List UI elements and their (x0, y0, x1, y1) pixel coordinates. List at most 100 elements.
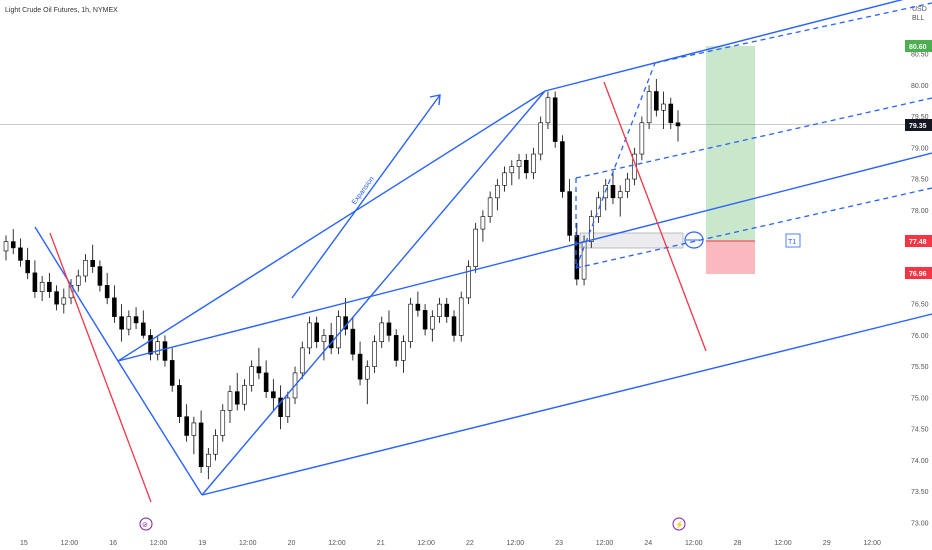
candle-body (487, 197, 493, 217)
candle-body (227, 391, 233, 411)
x-tick-label: 12:00 (596, 540, 614, 547)
y-tick-label: 73.50 (911, 489, 929, 496)
y-tick-label: 76.50 (911, 302, 929, 309)
candle-body (148, 335, 153, 355)
candle-body (466, 266, 471, 299)
candle-body (430, 316, 435, 330)
pitchfork-handle (575, 62, 656, 269)
currency-label: USD (912, 6, 927, 13)
candle-body (133, 316, 139, 324)
t1-box (785, 233, 801, 248)
pitchfork-upper (654, 2, 932, 64)
candle-body (10, 241, 16, 249)
candle-body (242, 385, 247, 405)
y-tick-label: 78.00 (911, 208, 929, 215)
candle-body (271, 391, 276, 399)
candle-body (126, 316, 132, 330)
target-price-badge (905, 40, 932, 52)
candle-body (365, 366, 370, 380)
candle-body (596, 197, 601, 217)
y-tick-label: 75.00 (911, 395, 929, 402)
x-tick-label: 16 (109, 540, 117, 547)
candle-body (552, 97, 558, 142)
x-tick-label: 21 (377, 540, 385, 547)
candle-body (523, 160, 529, 174)
stop-price-text: 76.96 (909, 271, 927, 278)
candle-body (661, 103, 666, 111)
current-price-text: 79.35 (909, 123, 927, 130)
candle-body (177, 385, 182, 417)
candle-body (386, 322, 392, 336)
stop-price-badge (905, 267, 932, 279)
candle-body (119, 316, 124, 330)
entry-circle (684, 231, 704, 249)
candle-body (531, 153, 536, 174)
entry-box (579, 232, 684, 249)
candle-body (458, 297, 464, 336)
candle-body (473, 228, 478, 267)
candle-body (372, 341, 377, 367)
candle-body (495, 185, 500, 199)
candle-body (54, 291, 59, 305)
x-tick-label: 12:00 (863, 540, 881, 547)
y-tick-label: 73.00 (911, 521, 929, 528)
candle-body (256, 366, 262, 374)
candle-body (307, 322, 312, 349)
event-icon-1[interactable] (139, 517, 153, 531)
y-tick-label: 74.50 (911, 427, 929, 434)
candle-body (516, 160, 522, 167)
channel-upper-line (544, 0, 904, 92)
candle-body (560, 141, 565, 192)
x-tick-label: 12:00 (507, 540, 525, 547)
candle-body (422, 310, 428, 330)
x-axis: 15 12:00 16 12:00 19 12:00 20 12:00 21 12:00 22 12:… (20, 540, 881, 547)
candle-body (104, 285, 110, 299)
rise-leg (201, 90, 546, 496)
unit-label: BLL (912, 15, 925, 22)
candle-body (589, 216, 594, 242)
candle-body (379, 322, 385, 342)
candle-body (25, 260, 30, 274)
candle-body (545, 97, 551, 124)
candle-body (509, 166, 515, 174)
candle-body (646, 91, 652, 124)
candle-body (415, 303, 421, 311)
y-tick-label: 79.00 (911, 145, 929, 152)
y-tick-label: 79.50 (911, 114, 929, 121)
x-tick-label: 12:00 (328, 540, 346, 547)
candle-body (451, 316, 457, 336)
t1-label: T1 (788, 239, 796, 246)
candle-body (675, 122, 681, 127)
channel-lines (34, 0, 932, 496)
candle-body (61, 297, 67, 305)
candle-body (75, 275, 81, 286)
y-tick-label: 75.50 (911, 364, 929, 371)
candle-body (112, 297, 117, 317)
event-icon-2-glyph: ⚡ (675, 520, 684, 529)
candle-body (610, 185, 616, 199)
candle-body (162, 341, 168, 361)
candle-body (350, 328, 356, 355)
x-tick-label: 12:00 (150, 540, 168, 547)
x-tick-label: 23 (555, 540, 563, 547)
red-trendline-left (49, 232, 152, 503)
x-tick-label: 20 (288, 540, 296, 547)
x-tick-label: 28 (734, 540, 742, 547)
pitchfork-dashed (575, 2, 932, 269)
event-icon-2[interactable] (672, 517, 686, 531)
candle-body (263, 372, 269, 392)
chart-title: Light Crude Oil Futures, 1h, NYMEX (5, 7, 118, 14)
y-tick-label: 74.00 (911, 458, 929, 465)
stop-zone (706, 241, 755, 274)
median-leg (117, 90, 546, 362)
x-tick-label: 22 (466, 540, 474, 547)
candle-body (39, 281, 45, 292)
x-tick-label: 12:00 (61, 540, 79, 547)
candle-body (141, 322, 146, 336)
expansion-arrow (291, 94, 441, 299)
y-tick-label: 76.00 (911, 333, 929, 340)
current-price-badge (905, 119, 932, 131)
candle-body (314, 322, 319, 342)
x-tick-label: 24 (644, 540, 652, 547)
